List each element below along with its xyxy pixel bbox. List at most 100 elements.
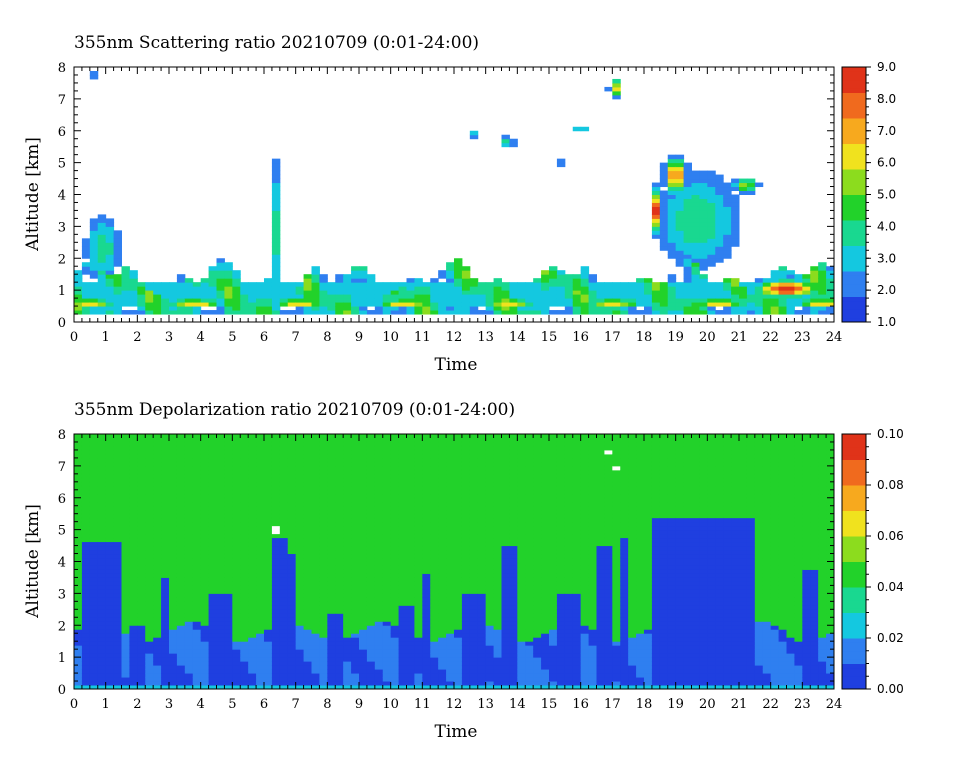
heatmap-cell: [89, 601, 99, 606]
heatmap-cell: [311, 505, 320, 511]
heatmap-cell: [461, 581, 471, 586]
heatmap-cell: [97, 517, 107, 523]
heatmap-cell: [105, 286, 115, 291]
heatmap-cell: [74, 274, 83, 279]
heatmap-cell: [192, 577, 202, 582]
heatmap-cell: [145, 629, 154, 634]
heatmap-cell: [382, 485, 392, 491]
heatmap-cell: [248, 613, 257, 618]
heatmap-cell: [153, 625, 162, 630]
heatmap-cell: [327, 294, 336, 299]
heatmap-cell: [691, 310, 700, 315]
heatmap-cell: [794, 282, 803, 287]
heatmap-cell: [422, 302, 431, 307]
heatmap-cell: [461, 685, 471, 690]
heatmap-cell: [216, 434, 225, 439]
heatmap-cell: [335, 493, 344, 499]
depolarization-heatmap: [74, 434, 835, 690]
heatmap-cell: [89, 254, 99, 259]
heatmap-cell: [454, 573, 463, 578]
heatmap-cell: [564, 278, 574, 283]
heatmap-cell: [264, 581, 273, 586]
heatmap-cell: [184, 529, 194, 535]
heatmap-cell: [232, 489, 241, 495]
heatmap-cell: [248, 465, 257, 471]
heatmap-cell: [477, 553, 487, 559]
heatmap-cell: [81, 489, 91, 495]
heatmap-cell: [256, 513, 265, 519]
heatmap-cell: [731, 218, 740, 223]
heatmap-cell: [414, 485, 423, 491]
heatmap-cell: [232, 525, 241, 531]
heatmap-cell: [438, 294, 447, 299]
heatmap-cell: [319, 282, 328, 287]
heatmap-cell: [271, 497, 281, 503]
heatmap-cell: [461, 589, 471, 594]
heatmap-cell: [469, 673, 479, 678]
heatmap-cell: [89, 234, 99, 239]
heatmap-cell: [335, 521, 344, 527]
heatmap-cell: [454, 565, 463, 570]
heatmap-cell: [279, 434, 289, 439]
heatmap-cell: [184, 541, 194, 547]
heatmap-cell: [319, 505, 328, 511]
heatmap-cell: [390, 489, 400, 495]
heatmap-cell: [477, 665, 487, 670]
heatmap-cell: [184, 453, 194, 459]
heatmap-cell: [707, 178, 716, 184]
heatmap-cell: [256, 561, 265, 566]
heatmap-cell: [256, 294, 265, 299]
heatmap-cell: [287, 449, 297, 455]
heatmap-cell: [327, 605, 336, 610]
heatmap-cell: [723, 238, 732, 243]
heatmap-cell: [319, 597, 328, 602]
heatmap-cell: [675, 230, 685, 235]
heatmap-cell: [153, 645, 162, 650]
heatmap-cell: [469, 497, 479, 503]
heatmap-cell: [216, 585, 225, 590]
heatmap-cell: [264, 641, 273, 646]
heatmap-cell: [335, 593, 344, 598]
heatmap-cell: [97, 557, 107, 562]
heatmap-cell: [176, 649, 186, 654]
heatmap-cell: [153, 589, 162, 594]
heatmap-cell: [335, 605, 344, 610]
heatmap-cell: [406, 549, 415, 555]
heatmap-cell: [327, 557, 336, 562]
heatmap-cell: [74, 569, 83, 574]
heatmap-cell: [137, 657, 146, 662]
heatmap-cell: [311, 274, 320, 279]
heatmap-cell: [271, 182, 281, 188]
heatmap-cell: [731, 290, 740, 295]
heatmap-cell: [271, 485, 281, 491]
heatmap-cell: [200, 553, 210, 559]
heatmap-cell: [517, 310, 526, 315]
heatmap-cell: [303, 501, 312, 507]
heatmap-cell: [200, 557, 210, 562]
heatmap-cell: [97, 673, 107, 678]
heatmap-cell: [200, 537, 210, 543]
heatmap-cell: [739, 190, 748, 195]
heatmap-cell: [422, 549, 431, 555]
heatmap-cell: [256, 434, 265, 439]
heatmap-cell: [113, 477, 122, 483]
heatmap-cell: [770, 306, 780, 311]
heatmap-cell: [398, 493, 407, 499]
heatmap-cell: [161, 629, 170, 634]
heatmap-cell: [105, 657, 115, 662]
heatmap-cell: [97, 485, 107, 491]
heatmap-cell: [438, 685, 447, 690]
heatmap-cell: [145, 581, 154, 586]
heatmap-cell: [359, 545, 368, 551]
heatmap-cell: [644, 306, 653, 311]
heatmap-cell: [208, 282, 217, 287]
heatmap-cell: [74, 457, 83, 463]
heatmap-cell: [208, 565, 217, 570]
heatmap-cell: [731, 282, 740, 287]
heatmap-cell: [446, 645, 455, 650]
heatmap-cell: [319, 685, 328, 690]
heatmap-cell: [105, 230, 115, 235]
heatmap-cell: [287, 525, 297, 531]
heatmap-cell: [351, 434, 360, 439]
heatmap-cell: [287, 605, 297, 610]
